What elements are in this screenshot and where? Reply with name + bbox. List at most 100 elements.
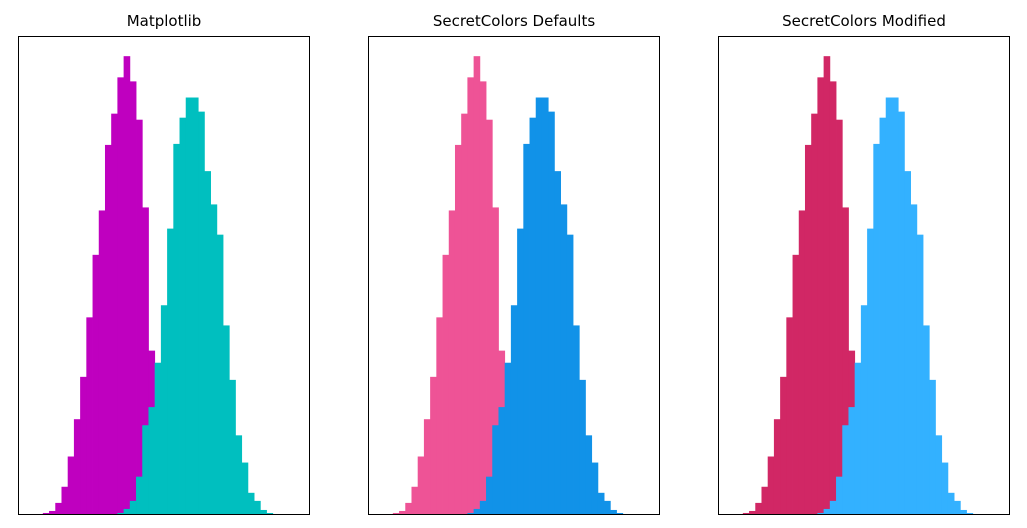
histogram-bar (436, 317, 443, 515)
histogram-bar (260, 509, 267, 515)
histogram-bar (579, 379, 586, 515)
histogram-bar (535, 97, 543, 515)
histogram-bar (972, 513, 980, 515)
histogram-bar (573, 325, 580, 515)
histogram-bar (848, 407, 856, 515)
histogram-bar (92, 254, 100, 515)
histogram-bar (173, 143, 180, 515)
histogram-bar (423, 419, 431, 515)
histogram-bar (829, 81, 837, 515)
histogram-bar (235, 435, 243, 515)
histogram-bar (786, 317, 793, 515)
histogram-bar (541, 97, 549, 515)
histogram-bar (86, 317, 93, 515)
histogram-bar (142, 207, 149, 515)
histogram-bar (742, 512, 750, 515)
histogram-bar (891, 97, 899, 515)
histogram-bar (604, 500, 611, 515)
histogram-bar (817, 77, 825, 515)
histogram-bar (473, 508, 481, 515)
histogram-bar (417, 456, 425, 515)
panel-title: SecretColors Defaults (432, 12, 596, 30)
histogram-bar (804, 144, 812, 515)
histogram-bar (36, 513, 44, 515)
histogram-bar (129, 81, 137, 515)
histogram-bar (622, 513, 630, 515)
histogram-bar (504, 362, 512, 515)
histogram-bar (179, 117, 187, 515)
histogram-bar (960, 509, 967, 515)
histogram-bar (941, 462, 949, 515)
histogram-bar (492, 425, 499, 515)
histogram-series-1 (30, 56, 180, 515)
histogram-bar (185, 97, 193, 515)
histogram-bar (380, 513, 388, 515)
histogram-bar (823, 508, 831, 515)
histogram-bar (935, 435, 943, 515)
histogram-bar (736, 513, 744, 515)
histogram-bar (399, 510, 406, 515)
histogram-bar (591, 462, 599, 515)
histogram-bar (430, 376, 437, 515)
histogram-bar (479, 81, 487, 515)
panel-secretcolors-defaults: SecretColors Defaults (368, 0, 660, 528)
histogram-bar (811, 513, 818, 515)
panel-matplotlib: Matplotlib (18, 0, 310, 528)
histogram-bar (479, 500, 487, 515)
histogram-bar (448, 210, 456, 515)
histogram-bar (467, 77, 475, 515)
histogram-bar (597, 492, 605, 515)
histogram-bar (148, 407, 156, 515)
histogram-bar (42, 512, 50, 515)
histogram-bar (386, 513, 394, 515)
histogram-bar (817, 512, 825, 515)
histogram-bar (142, 425, 149, 515)
histogram-bar (510, 305, 518, 515)
histogram-bar (929, 379, 936, 515)
histogram-bar (829, 500, 837, 515)
histogram-bar (904, 171, 911, 515)
histogram-bar (461, 113, 468, 515)
histogram-bar (167, 228, 174, 515)
histogram-bar (111, 513, 118, 515)
panel-title: Matplotlib (126, 12, 202, 30)
histogram-bar (898, 111, 905, 515)
histogram-bar (216, 234, 224, 515)
histogram-bar (473, 56, 481, 515)
histogram-bar (160, 305, 168, 515)
histogram-bar (730, 513, 738, 515)
histogram-bar (836, 119, 843, 515)
histogram-bar (842, 207, 849, 515)
histogram-bar (585, 435, 593, 515)
histogram-bar (811, 113, 818, 515)
histogram-bar (98, 210, 106, 515)
histogram-bar (610, 509, 617, 515)
histogram-bar (548, 111, 555, 515)
histogram-bar (467, 512, 475, 515)
histogram-bar (836, 476, 843, 515)
histogram-bar (61, 486, 69, 515)
histogram-bar (411, 486, 419, 515)
histogram-series-1 (730, 56, 880, 515)
histogram-bar (154, 362, 162, 515)
histogram-bar (136, 476, 143, 515)
histogram-bar (272, 513, 280, 515)
histogram-bar (49, 510, 56, 515)
histogram-bar (104, 144, 112, 515)
histogram-bar (73, 419, 81, 515)
histogram-bar (773, 419, 781, 515)
histogram-bar (616, 512, 624, 515)
histogram-bar (67, 456, 75, 515)
histogram-bar (761, 486, 769, 515)
histogram-bar (117, 77, 125, 515)
histogram-plot (380, 56, 630, 515)
plot-area (718, 36, 1010, 515)
histogram-bar (916, 234, 924, 515)
histogram-bar (792, 254, 800, 515)
histogram-bar (966, 512, 974, 515)
histogram-bar (854, 362, 862, 515)
histogram-bar (885, 97, 893, 515)
histogram-bar (879, 117, 887, 515)
histogram-bar (873, 143, 880, 515)
